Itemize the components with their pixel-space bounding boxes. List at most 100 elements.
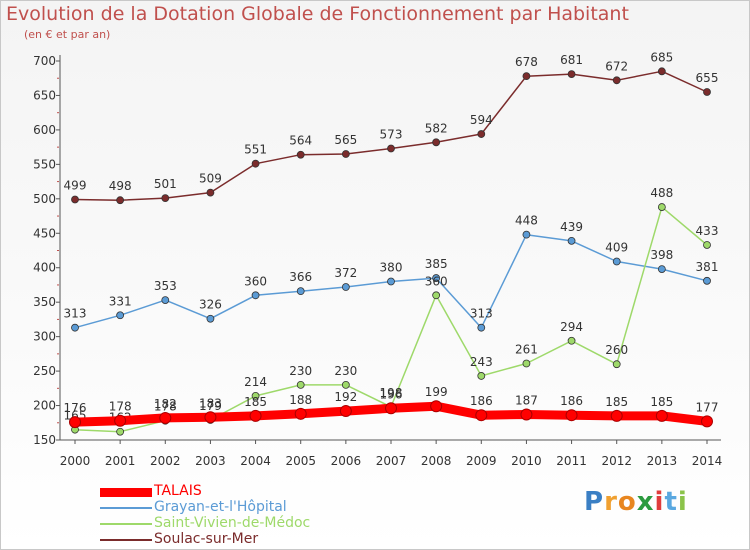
data-label-grayan-et-l-hopital: 448	[515, 214, 538, 228]
data-point-saint-vivien-de-medoc	[612, 360, 621, 369]
x-tick-label: 2013	[647, 454, 678, 468]
y-tick-label: 350	[33, 295, 56, 309]
data-label-grayan-et-l-hopital: 313	[470, 307, 493, 321]
data-point-saint-vivien-de-medoc	[251, 391, 260, 400]
data-point-talais	[475, 409, 488, 422]
data-label-grayan-et-l-hopital: 372	[334, 266, 357, 280]
data-point-talais	[565, 409, 578, 422]
data-label-soulac-sur-mer: 672	[605, 59, 628, 73]
y-tick-label: 150	[33, 433, 56, 447]
data-point-soulac-sur-mer	[71, 195, 79, 204]
data-label-saint-vivien-de-medoc: 198	[380, 386, 403, 400]
data-label-talais: 177	[696, 400, 719, 414]
data-label-soulac-sur-mer: 681	[560, 53, 583, 67]
y-tick-label: 300	[33, 330, 56, 344]
y-tick-label: 200	[33, 399, 56, 413]
proxiti-logo: Proxiti	[584, 487, 688, 517]
data-label-saint-vivien-de-medoc: 230	[334, 364, 357, 378]
data-point-soulac-sur-mer	[567, 70, 576, 78]
chart-title: Evolution de la Dotation Globale de Fonc…	[6, 3, 629, 25]
y-tick-label: 250	[33, 364, 56, 378]
data-label-talais: 185	[244, 395, 267, 409]
data-point-grayan-et-l-hopital	[657, 265, 666, 274]
data-point-grayan-et-l-hopital	[206, 314, 215, 323]
data-label-saint-vivien-de-medoc: 260	[605, 343, 628, 357]
x-tick-label: 2005	[285, 454, 316, 468]
legend-swatch	[100, 523, 152, 525]
x-tick-label: 2000	[60, 454, 91, 468]
data-point-soulac-sur-mer	[432, 138, 441, 147]
data-label-grayan-et-l-hopital: 398	[650, 248, 673, 262]
x-tick-label: 2008	[421, 454, 452, 468]
y-tick-label: 600	[33, 123, 56, 137]
data-label-talais: 188	[289, 393, 312, 407]
legend-item: Saint-Vivien-de-Médoc	[100, 515, 360, 532]
data-point-talais	[249, 409, 262, 422]
data-label-soulac-sur-mer: 678	[515, 55, 538, 69]
data-point-grayan-et-l-hopital	[296, 287, 305, 296]
data-label-soulac-sur-mer: 685	[650, 50, 673, 64]
y-tick-label: 550	[33, 157, 56, 171]
data-point-grayan-et-l-hopital	[71, 323, 79, 332]
x-tick-label: 2010	[511, 454, 542, 468]
data-label-saint-vivien-de-medoc: 178	[154, 400, 177, 414]
data-label-talais: 183	[199, 396, 222, 410]
legend-item: Soulac-sur-Mer	[100, 531, 360, 548]
data-point-grayan-et-l-hopital	[612, 257, 621, 266]
x-tick-label: 2014	[692, 454, 723, 468]
data-point-soulac-sur-mer	[206, 188, 215, 197]
data-point-talais	[610, 409, 623, 422]
legend-swatch	[100, 507, 152, 509]
data-label-saint-vivien-de-medoc: 214	[244, 375, 267, 389]
data-point-talais	[701, 415, 713, 428]
legend-item: Grayan-et-l'Hôpital	[100, 499, 360, 516]
data-point-talais	[294, 407, 307, 420]
data-point-talais	[430, 400, 443, 413]
data-label-soulac-sur-mer: 501	[154, 177, 177, 191]
data-label-grayan-et-l-hopital: 360	[244, 274, 267, 288]
y-tick-label: 650	[33, 88, 56, 102]
data-point-grayan-et-l-hopital	[251, 291, 260, 300]
data-label-talais: 196	[380, 387, 403, 401]
data-label-talais: 199	[425, 385, 448, 399]
data-label-grayan-et-l-hopital: 326	[199, 298, 222, 312]
data-label-saint-vivien-de-medoc: 294	[560, 320, 583, 334]
data-point-saint-vivien-de-medoc	[477, 372, 486, 380]
logo-letter: r	[604, 487, 618, 517]
data-point-soulac-sur-mer	[251, 159, 260, 168]
data-label-talais: 192	[334, 390, 357, 404]
data-label-soulac-sur-mer: 564	[289, 134, 312, 148]
data-point-soulac-sur-mer	[116, 196, 125, 205]
data-label-talais: 178	[109, 400, 132, 414]
line-chart: 150 200 250 300 350 400 450 500 550 600 650 700 2000…	[33, 50, 723, 468]
data-point-grayan-et-l-hopital	[116, 311, 125, 320]
data-point-soulac-sur-mer	[612, 76, 621, 85]
data-label-soulac-sur-mer: 509	[199, 172, 222, 186]
data-label-grayan-et-l-hopital: 439	[560, 220, 583, 234]
x-tick-label: 2011	[556, 454, 587, 468]
data-label-soulac-sur-mer: 655	[696, 71, 719, 85]
y-tick-label: 500	[33, 192, 56, 206]
data-label-talais: 182	[154, 397, 177, 411]
data-label-soulac-sur-mer: 498	[109, 179, 132, 193]
x-tick-label: 2006	[331, 454, 362, 468]
data-point-talais	[339, 405, 352, 418]
data-label-soulac-sur-mer: 573	[380, 128, 403, 142]
data-point-saint-vivien-de-medoc	[703, 241, 711, 249]
data-point-soulac-sur-mer	[657, 67, 666, 76]
logo-letter: x	[636, 487, 655, 517]
data-label-grayan-et-l-hopital: 353	[154, 279, 177, 293]
data-label-talais: 186	[470, 394, 493, 408]
chart-legend: TALAIS Grayan-et-l'Hôpital Saint-Vivien-de…	[100, 483, 360, 548]
data-label-soulac-sur-mer: 582	[425, 121, 448, 135]
y-tick-label: 700	[33, 54, 56, 68]
data-label-grayan-et-l-hopital: 409	[605, 241, 628, 255]
legend-swatch	[100, 539, 152, 541]
data-point-talais	[69, 416, 81, 429]
data-label-saint-vivien-de-medoc: 230	[289, 364, 312, 378]
y-tick-label: 450	[33, 226, 56, 240]
data-point-talais	[520, 408, 533, 421]
x-tick-label: 2003	[195, 454, 226, 468]
data-point-saint-vivien-de-medoc	[657, 203, 666, 211]
data-label-saint-vivien-de-medoc: 179	[199, 399, 222, 413]
